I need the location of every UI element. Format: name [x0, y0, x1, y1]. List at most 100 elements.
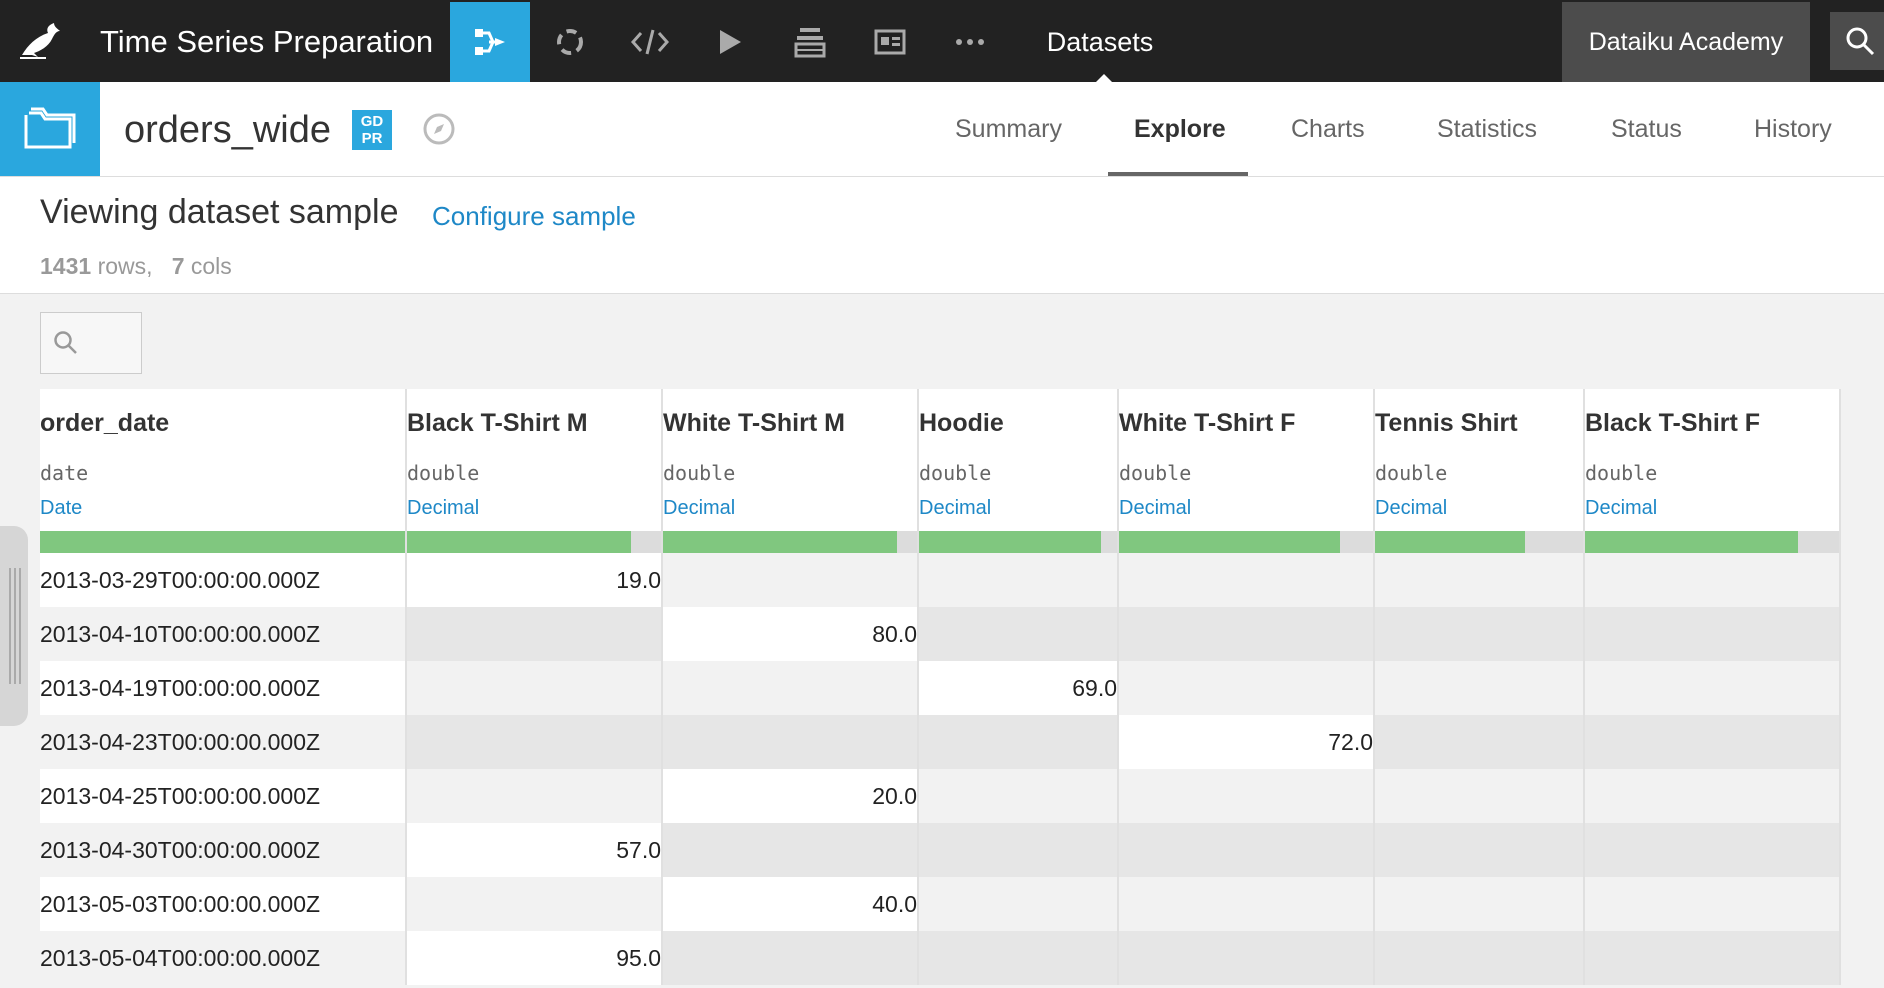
tab-summary[interactable]: Summary [955, 115, 1062, 143]
column-header[interactable]: Tennis Shirt double Decimal [1374, 389, 1585, 531]
column-name[interactable]: Hoodie [919, 409, 1004, 437]
value-cell[interactable] [406, 607, 663, 661]
tab-status[interactable]: Status [1611, 115, 1682, 143]
validity-bar[interactable] [1374, 531, 1585, 553]
value-cell[interactable] [1374, 769, 1585, 823]
value-cell[interactable] [662, 553, 919, 607]
column-name[interactable]: order_date [40, 409, 170, 437]
column-meaning[interactable]: Decimal [1585, 497, 1658, 519]
code-icon[interactable] [610, 2, 690, 82]
value-cell[interactable] [1584, 661, 1841, 715]
value-cell[interactable] [406, 661, 663, 715]
value-cell[interactable] [1118, 823, 1375, 877]
value-cell[interactable] [918, 607, 1119, 661]
column-meaning[interactable]: Decimal [1119, 497, 1192, 519]
date-cell[interactable]: 2013-05-04T00:00:00.000Z [40, 931, 407, 985]
tab-charts[interactable]: Charts [1291, 115, 1365, 143]
value-cell[interactable] [918, 823, 1119, 877]
validity-bar[interactable] [1584, 531, 1841, 553]
value-cell[interactable] [1118, 607, 1375, 661]
column-name[interactable]: White T-Shirt M [663, 409, 845, 437]
value-cell[interactable] [406, 715, 663, 769]
validity-bar[interactable] [40, 531, 407, 553]
global-search-button[interactable] [1830, 12, 1884, 70]
column-header[interactable]: Hoodie double Decimal [918, 389, 1119, 531]
value-cell[interactable] [1584, 931, 1841, 985]
value-cell[interactable] [1584, 607, 1841, 661]
column-name[interactable]: Black T-Shirt F [1585, 409, 1761, 437]
value-cell[interactable] [918, 769, 1119, 823]
value-cell[interactable] [1374, 877, 1585, 931]
value-cell[interactable] [1118, 553, 1375, 607]
tab-history[interactable]: History [1754, 115, 1832, 143]
value-cell[interactable] [662, 823, 919, 877]
value-cell[interactable] [1584, 715, 1841, 769]
stack-icon[interactable] [770, 2, 850, 82]
side-panel-handle[interactable] [0, 526, 28, 726]
value-cell[interactable] [662, 715, 919, 769]
configure-sample-link[interactable]: Configure sample [432, 201, 636, 231]
validity-bar[interactable] [406, 531, 663, 553]
value-cell[interactable]: 57.0 [406, 823, 663, 877]
column-storage-type[interactable]: date [40, 461, 89, 485]
date-cell[interactable]: 2013-04-23T00:00:00.000Z [40, 715, 407, 769]
value-cell[interactable] [1374, 931, 1585, 985]
date-cell[interactable]: 2013-03-29T00:00:00.000Z [40, 553, 407, 607]
column-storage-type[interactable]: double [1119, 461, 1192, 485]
validity-bar[interactable] [662, 531, 919, 553]
flow-icon[interactable] [450, 2, 530, 82]
date-cell[interactable]: 2013-04-10T00:00:00.000Z [40, 607, 407, 661]
column-storage-type[interactable]: double [1585, 461, 1658, 485]
value-cell[interactable] [406, 769, 663, 823]
validity-bar[interactable] [1118, 531, 1375, 553]
tab-explore[interactable]: Explore [1134, 115, 1226, 143]
tab-statistics[interactable]: Statistics [1437, 115, 1538, 143]
column-name[interactable]: Black T-Shirt M [407, 409, 588, 437]
column-storage-type[interactable]: double [663, 461, 736, 485]
value-cell[interactable]: 20.0 [662, 769, 919, 823]
value-cell[interactable]: 40.0 [662, 877, 919, 931]
value-cell[interactable]: 80.0 [662, 607, 919, 661]
column-meaning[interactable]: Decimal [407, 497, 480, 519]
column-header[interactable]: Black T-Shirt M double Decimal [406, 389, 663, 531]
dashboard-icon[interactable] [850, 2, 930, 82]
column-meaning[interactable]: Decimal [663, 497, 736, 519]
value-cell[interactable] [1118, 769, 1375, 823]
date-cell[interactable]: 2013-04-30T00:00:00.000Z [40, 823, 407, 877]
column-meaning[interactable]: Decimal [919, 497, 992, 519]
compass-icon[interactable] [422, 112, 456, 146]
date-cell[interactable]: 2013-04-25T00:00:00.000Z [40, 769, 407, 823]
value-cell[interactable] [1374, 661, 1585, 715]
gdpr-badge[interactable]: GD PR [352, 110, 392, 150]
column-name[interactable]: White T-Shirt F [1119, 409, 1296, 437]
grid-search-input[interactable] [40, 312, 142, 374]
value-cell[interactable] [406, 877, 663, 931]
lifecycle-icon[interactable] [530, 2, 610, 82]
nav-datasets[interactable]: Datasets [1046, 27, 1154, 57]
column-header[interactable]: White T-Shirt M double Decimal [662, 389, 919, 531]
value-cell[interactable] [918, 877, 1119, 931]
value-cell[interactable] [918, 931, 1119, 985]
column-meaning[interactable]: Date [40, 497, 83, 519]
column-header[interactable]: White T-Shirt F double Decimal [1118, 389, 1375, 531]
value-cell[interactable] [1584, 553, 1841, 607]
column-name[interactable]: Tennis Shirt [1375, 409, 1518, 437]
value-cell[interactable] [1374, 823, 1585, 877]
date-cell[interactable]: 2013-05-03T00:00:00.000Z [40, 877, 407, 931]
value-cell[interactable] [918, 715, 1119, 769]
dataiku-bird-logo[interactable] [0, 0, 82, 82]
project-title[interactable]: Time Series Preparation [100, 24, 434, 59]
value-cell[interactable] [1374, 607, 1585, 661]
value-cell[interactable]: 72.0 [1118, 715, 1375, 769]
value-cell[interactable] [1584, 877, 1841, 931]
run-icon[interactable] [690, 2, 770, 82]
column-storage-type[interactable]: double [407, 461, 480, 485]
value-cell[interactable] [662, 661, 919, 715]
more-icon[interactable] [930, 2, 1010, 82]
value-cell[interactable] [1374, 553, 1585, 607]
validity-bar[interactable] [918, 531, 1119, 553]
value-cell[interactable]: 19.0 [406, 553, 663, 607]
value-cell[interactable]: 95.0 [406, 931, 663, 985]
column-header[interactable]: Black T-Shirt F double Decimal [1584, 389, 1841, 531]
